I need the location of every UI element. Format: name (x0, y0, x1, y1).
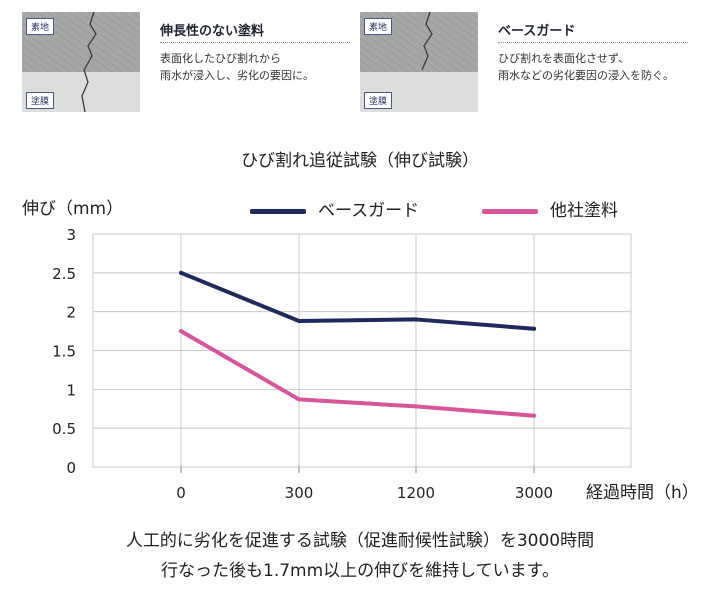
dotted-divider (160, 42, 350, 43)
y-tick-label: 0 (66, 459, 76, 477)
x-tick-label: 3000 (515, 484, 553, 502)
crack-mark (81, 12, 97, 112)
legend-label: 他社塗料 (550, 201, 618, 221)
y-tick-label: 0.5 (52, 420, 76, 438)
y-tick-label: 1 (66, 381, 76, 399)
data-point (532, 326, 536, 331)
panel-title: ベースガード (498, 24, 576, 39)
panel-title: 伸長性のない塗料 (160, 24, 265, 39)
y-tick-label: 2.5 (52, 265, 76, 283)
data-point (414, 404, 418, 409)
x-tick-label: 300 (285, 484, 314, 502)
chart-title: ひび割れ追従試験（伸び試験） (241, 151, 479, 171)
y-tick-label: 3 (66, 226, 76, 244)
legend-label: ベースガード (318, 201, 420, 221)
series-line-baseguard (179, 270, 536, 331)
y-tick-label: 2 (66, 304, 76, 322)
y-tick-label: 1.5 (52, 343, 76, 361)
coating-tag: 塗膜 (26, 92, 55, 109)
data-point (297, 318, 301, 323)
x-axis-label: 経過時間（h） (586, 483, 699, 503)
data-point (532, 413, 536, 418)
y-axis-label: 伸び（mm） (22, 199, 124, 219)
data-point (414, 317, 418, 322)
coating-tag: 塗膜 (364, 92, 393, 109)
legend-item-baseguard: ベースガード (250, 196, 419, 221)
legend-item-other: 他社塗料 (482, 196, 618, 221)
crack-mark (421, 12, 433, 71)
caption-line-2: 行なった後も1.7mm以上の伸びを維持しています。 (161, 561, 559, 581)
x-tick-label: 0 (176, 484, 186, 502)
legend-swatch (482, 208, 538, 214)
panel-description: 表面化したひび割れから 雨水が浸入し、劣化の要因に。 (160, 52, 314, 82)
sealed-wall-photo: 素地 塗膜 (360, 12, 478, 112)
panel-description: ひび割れを表面化させず、 雨水などの劣化要因の浸入を防ぐ。 (498, 52, 674, 82)
substrate-tag: 素地 (364, 18, 393, 35)
series-line-other (179, 329, 536, 418)
x-tick-label: 1200 (397, 484, 435, 502)
legend-swatch (250, 208, 306, 214)
caption-line-1: 人工的に劣化を促進する試験（促進耐候性試験）を3000時間 (125, 531, 595, 551)
substrate-tag: 素地 (26, 18, 55, 35)
data-point (179, 329, 183, 334)
dotted-divider (498, 42, 688, 43)
cracked-wall-photo: 素地 塗膜 (22, 12, 140, 112)
data-point (297, 397, 301, 402)
data-point (179, 270, 183, 275)
